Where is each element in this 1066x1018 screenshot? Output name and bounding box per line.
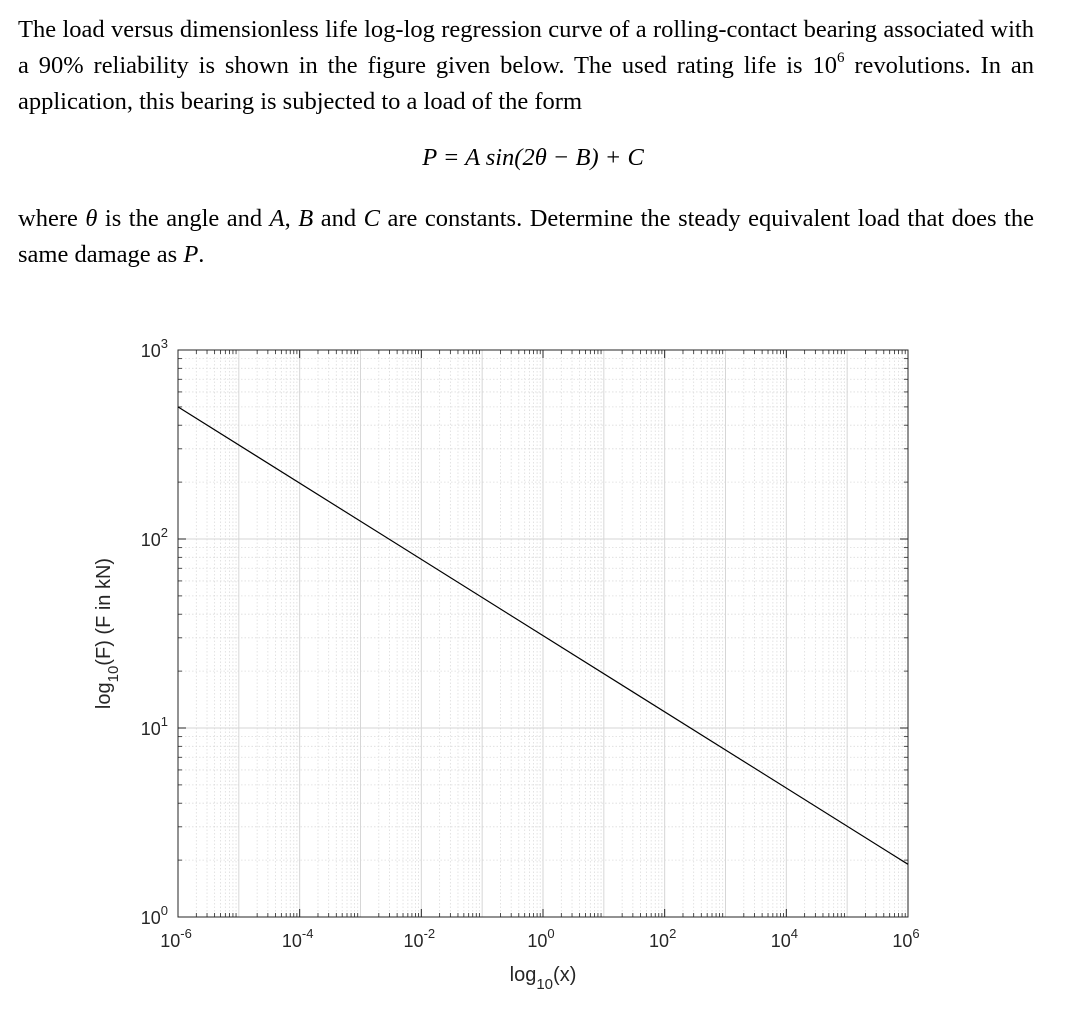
var-a: A — [269, 205, 285, 232]
x-tick-label: 10-6 — [160, 926, 192, 951]
plot-frame — [177, 349, 909, 918]
y-tick-label: 103 — [141, 336, 168, 361]
x-axis-label: log10(x) — [510, 964, 577, 993]
x-tick-label: 10-4 — [282, 926, 314, 951]
problem-paragraph-1: The load versus dimensionless life log-l… — [18, 12, 1034, 120]
x-tick-label: 100 — [527, 926, 554, 951]
problem-statement: The load versus dimensionless life log-l… — [18, 12, 1034, 120]
y-tick-label: 100 — [141, 903, 168, 928]
x-tick-label: 10-2 — [404, 926, 436, 951]
x-tick-label: 102 — [649, 926, 676, 951]
y-tick-label: 101 — [141, 714, 168, 739]
load-equation: P = A sin(2θ − B) + C — [0, 144, 1066, 172]
text-segment: and — [313, 205, 364, 232]
text-segment: revolutions. In an application, this bea… — [18, 52, 1034, 115]
text-segment: , — [284, 205, 299, 232]
equation-text: P = A sin(2θ − B) + C — [422, 144, 644, 171]
y-tick-label: 102 — [141, 525, 168, 550]
loglog-chart: 10-6 10-4 10-2 100 102 104 106 100 101 102 103 log1… — [93, 336, 920, 993]
problem-paragraph-2: where θ is the angle and A, B and C are … — [18, 201, 1034, 273]
x-tick-label: 104 — [771, 926, 798, 951]
superscript-exponent: 6 — [836, 49, 845, 66]
var-c: C — [363, 205, 380, 232]
text-segment: are constants. Determine the steady equi… — [18, 205, 1035, 268]
text-segment: The load versus dimensionless life log-l… — [18, 16, 1034, 79]
text-segment: is the angle and — [97, 205, 270, 232]
text-segment: where — [18, 205, 86, 232]
regression-line — [177, 406, 909, 865]
x-tick-label: 106 — [892, 926, 919, 951]
var-p: P — [183, 241, 199, 268]
y-axis-label: log10(F) (F in kN) — [93, 558, 122, 709]
theta-symbol: θ — [85, 205, 98, 232]
text-segment: . — [198, 241, 205, 268]
var-b: B — [298, 205, 314, 232]
